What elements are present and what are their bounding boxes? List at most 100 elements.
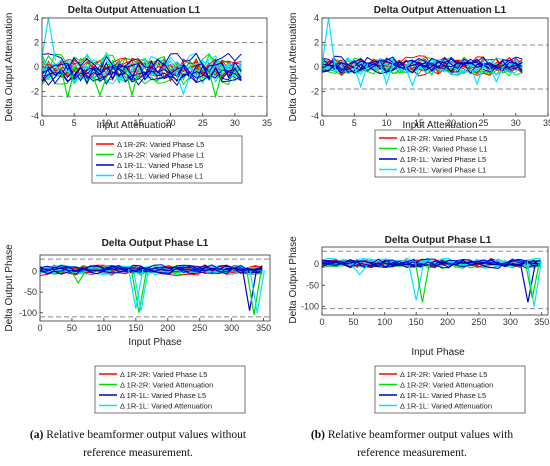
x-tick-label: 20	[446, 118, 456, 128]
series-line	[42, 60, 242, 80]
x-axis-label: Input Phase	[128, 337, 182, 348]
series-spike	[322, 18, 337, 70]
series-line	[42, 62, 242, 83]
x-tick-label: 35	[543, 118, 550, 128]
chart-panel-4: Delta Output Phase L1 Input Phase Delta Ou…	[288, 235, 549, 414]
x-tick-label: 200	[440, 317, 455, 327]
caption-a-line1: (a) Relative beamformer output values wi…	[30, 429, 247, 441]
series-spike	[526, 261, 542, 307]
plot-area	[42, 18, 267, 99]
series-spike	[246, 270, 262, 315]
x-tick-label: 15	[414, 118, 424, 128]
x-tick-label: 30	[511, 118, 521, 128]
y-tick-label: -4	[311, 111, 319, 121]
y-tick-label: -2	[311, 87, 319, 97]
series-line	[322, 259, 541, 267]
caption-a-line2: reference measurement.	[83, 447, 193, 459]
series-spike	[414, 262, 431, 303]
chart-panel-1: Delta Output Attenuation L1 Input Attenua…	[4, 5, 272, 184]
series-spike	[469, 63, 485, 87]
x-tick-label: 10	[382, 118, 392, 128]
x-tick-label: 300	[503, 317, 518, 327]
x-tick-label: 20	[166, 118, 176, 128]
x-tick-label: 50	[348, 317, 358, 327]
chart-title: Delta Output Phase L1	[385, 235, 492, 246]
legend-entry: Δ 1R-1L: Varied Phase L5	[120, 391, 206, 400]
series-spike	[378, 60, 395, 87]
x-tick-label: 0	[39, 118, 44, 128]
legend-entry: Δ 1R-2R: Varied Phase L1	[117, 151, 204, 160]
y-tick-label: -50	[24, 287, 37, 297]
x-tick-label: 350	[534, 317, 549, 327]
y-tick-label: 4	[34, 13, 39, 23]
series-spike	[404, 66, 421, 88]
series-spike	[241, 268, 258, 311]
series-spike	[207, 69, 224, 99]
series-spike	[408, 265, 424, 301]
chart-panel-2: Delta Output Attenuation L1 Input Attenua…	[288, 5, 550, 178]
plot-frame	[39, 254, 271, 322]
legend-entry: Δ 1R-1L: Varied Attenuation	[400, 402, 492, 411]
series-line	[322, 261, 541, 269]
series-line	[42, 52, 242, 73]
chart-title: Delta Output Attenuation L1	[68, 5, 201, 16]
series-spike	[352, 265, 368, 276]
legend-entry: Δ 1R-1L: Varied Phase L1	[117, 172, 203, 181]
legend-box	[94, 365, 246, 414]
series-spike	[524, 262, 540, 299]
y-tick-label: 0	[34, 62, 39, 72]
series-spike	[353, 63, 369, 89]
series-spike	[124, 68, 140, 98]
x-tick-label: 150	[128, 323, 143, 333]
series-line	[40, 264, 263, 272]
x-tick-label: 0	[37, 323, 42, 333]
chart-title: Delta Output Phase L1	[102, 238, 209, 249]
legend-entry: Δ 1R-1L: Varied Phase L1	[400, 166, 486, 175]
x-axis-label: Input Attenuation	[402, 120, 477, 131]
y-axis-label: Delta Output Phase	[288, 236, 299, 324]
legend-entry: Δ 1R-2R: Varied Phase L5	[117, 140, 204, 149]
x-tick-label: 350	[256, 323, 271, 333]
x-tick-label: 5	[352, 118, 357, 128]
series-spike	[249, 270, 265, 313]
legend-entry: Δ 1R-2R: Varied Attenuation	[400, 381, 493, 390]
x-tick-label: 0	[319, 317, 324, 327]
series-spike	[92, 75, 108, 97]
x-tick-label: 300	[224, 323, 239, 333]
x-tick-label: 50	[67, 323, 77, 333]
x-tick-label: 15	[133, 118, 143, 128]
y-tick-label: -50	[306, 280, 319, 290]
x-tick-label: 250	[192, 323, 207, 333]
chart-title: Delta Output Attenuation L1	[374, 5, 507, 16]
legend-entry: Δ 1R-2R: Varied Phase L5	[120, 370, 207, 379]
y-tick-label: 0	[32, 267, 37, 277]
chart-panel-3: Delta Output Phase L1 Input Phase Delta Ou…	[4, 238, 271, 414]
series-spike	[131, 271, 147, 313]
series-line	[42, 66, 242, 87]
plot-area	[322, 250, 548, 310]
x-tick-label: 5	[72, 118, 77, 128]
series-line	[322, 55, 523, 69]
legend-entry: Δ 1R-2R: Varied Phase L5	[400, 134, 487, 143]
x-tick-label: 35	[262, 118, 272, 128]
x-tick-label: 25	[198, 118, 208, 128]
y-axis-label: Delta Output Attenuation	[4, 13, 15, 122]
y-axis-label: Delta Output Phase	[4, 244, 15, 332]
series-spike	[128, 268, 144, 309]
series-spike	[175, 73, 192, 96]
legend-box	[374, 365, 526, 414]
caption-b-line2: reference measurement.	[357, 447, 467, 459]
legend-entry: Δ 1R-2R: Varied Attenuation	[120, 381, 213, 390]
y-tick-label: -2	[31, 87, 39, 97]
caption-b-line1: (b) Relative beamformer output values wi…	[311, 429, 513, 441]
series-line	[40, 265, 263, 274]
y-tick-label: -100	[19, 308, 37, 318]
y-axis-label: Delta Output Attenuation	[288, 13, 299, 122]
x-tick-label: 200	[160, 323, 175, 333]
series-spike	[520, 265, 536, 303]
x-axis-label: Input Attenuation	[96, 120, 171, 131]
x-tick-label: 250	[471, 317, 486, 327]
series-line	[42, 53, 242, 74]
x-tick-label: 25	[478, 118, 488, 128]
